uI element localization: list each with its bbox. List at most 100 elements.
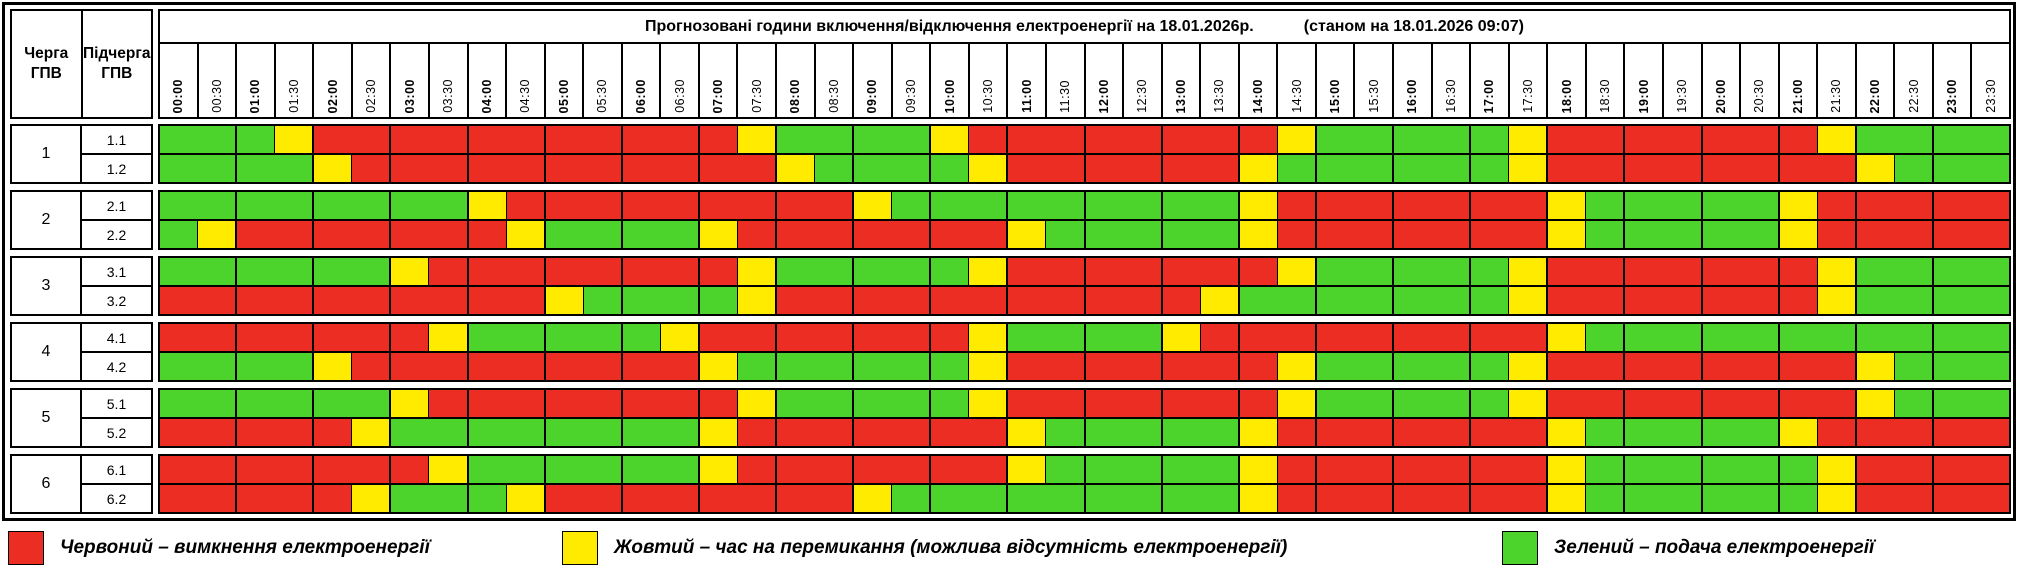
schedule-cell [1123,353,1161,380]
schedule-cell [1779,126,1817,153]
hour-block [1777,126,1855,153]
schedule-cell [1548,287,1586,314]
hour-block [620,192,698,219]
time-slot-17:00: 17:00 [1469,44,1508,117]
schedule-cell [274,456,313,483]
time-slot-label: 21:00 [1790,78,1805,113]
hour-block [1314,155,1392,182]
hour-block [1469,456,1547,483]
subqueue-label: 4.1 [82,324,151,353]
queue-grid-3 [158,256,2011,316]
schedule-cell [1471,324,1509,351]
hour-block [697,192,775,219]
schedule-cell [237,155,275,182]
hour-block [543,126,621,153]
time-slot-label: 01:30 [286,79,301,113]
schedule-cell [274,419,313,446]
schedule-cell [1894,221,1932,248]
time-slot-label: 22:30 [1906,79,1921,113]
schedule-cell [274,287,313,314]
schedule-cell [545,221,584,248]
schedule-cell [428,126,467,153]
schedule-row-3.2 [160,287,2009,314]
time-slot-label: 02:00 [325,78,340,113]
schedule-row-3.1 [160,258,2009,287]
hour-block [620,419,698,446]
hour-block [1931,126,2009,153]
hour-block [620,324,698,351]
hour-block [543,353,621,380]
hour-block [1392,324,1470,351]
time-slot-09:00: 09:00 [852,44,891,117]
schedule-cell [314,221,352,248]
schedule-cell [854,258,892,285]
legend-swatch-green_on [1502,531,1538,565]
schedule-cell [160,456,198,483]
schedule-cell [1779,155,1818,182]
schedule-cell [160,155,198,182]
hour-block [929,258,1007,285]
hour-block [160,324,236,351]
time-slot-label: 15:00 [1328,78,1343,113]
schedule-cell [1316,258,1355,285]
schedule-cell [1431,353,1470,380]
hour-block [1469,155,1547,182]
schedule-cell [1008,419,1046,446]
schedule-cell [736,456,775,483]
schedule-cell [1200,192,1238,219]
hour-block [1469,390,1547,417]
schedule-cell [1085,324,1124,351]
hour-block [543,419,621,446]
hour-block [775,155,853,182]
schedule-cell [777,258,815,285]
hour-block [235,353,313,380]
hour-block [1623,419,1701,446]
schedule-cell [1702,353,1741,380]
queue-left-6: 6 6.1 6.2 [10,454,153,514]
schedule-cell [1508,126,1547,153]
time-slot-label: 10:30 [981,79,996,113]
schedule-cell [428,353,467,380]
hour-block [1083,192,1161,219]
schedule-cell [1585,258,1624,285]
hour-block [1006,419,1084,446]
schedule-cell [968,353,1007,380]
schedule-cell [931,258,969,285]
hour-block [235,192,313,219]
hour-block [1006,155,1084,182]
schedule-cell [237,353,275,380]
schedule-cell [1316,155,1355,182]
title-row: Прогнозовані години включення/відключенн… [160,11,2009,42]
schedule-cell [197,390,236,417]
schedule-cell [891,353,930,380]
hour-block [1700,324,1778,351]
schedule-cell [1548,221,1586,248]
schedule-cell [1933,221,1972,248]
hour-block [929,353,1007,380]
schedule-cell [351,485,390,512]
hour-block [235,221,313,248]
hour-block [160,155,236,182]
schedule-cell [1008,258,1046,285]
hour-block [389,287,467,314]
schedule-cell [506,324,544,351]
schedule-cell [1662,258,1701,285]
schedule-cell [1508,324,1547,351]
hour-block [852,192,930,219]
schedule-cell [1702,221,1741,248]
schedule-cell [1548,126,1586,153]
schedule-cell [1394,353,1432,380]
schedule-cell [1162,221,1201,248]
schedule-cell [545,287,583,314]
schedule-cell [583,192,621,219]
time-slot-label: 05:00 [556,78,571,113]
schedule-cell [1316,221,1355,248]
schedule-cell [1894,456,1932,483]
schedule-cell [1856,192,1895,219]
hour-block [852,456,930,483]
hour-block [312,353,390,380]
schedule-cell [1625,324,1663,351]
hour-block [312,258,390,285]
schedule-cell [1971,419,2009,446]
hour-block [1854,485,1932,512]
